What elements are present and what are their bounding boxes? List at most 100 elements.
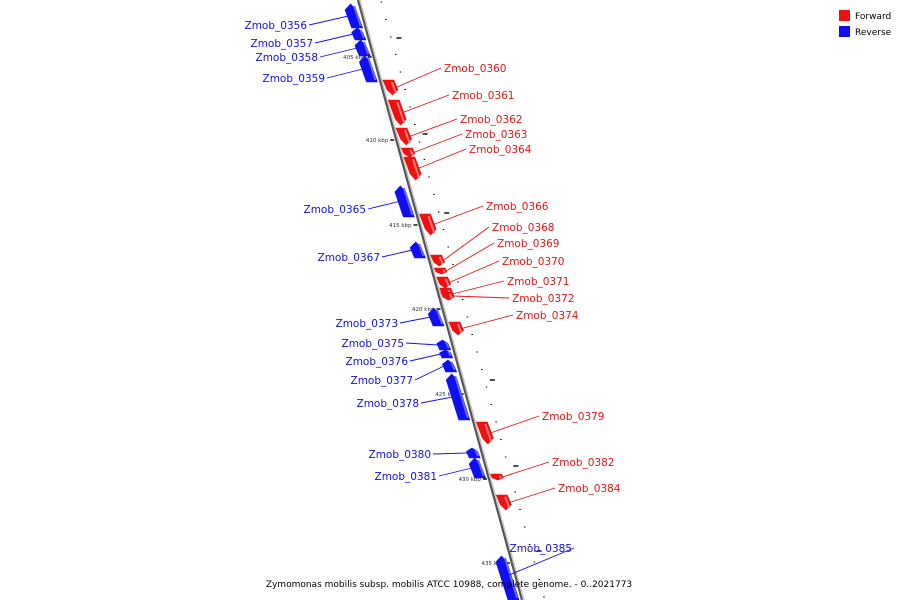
gene-leader-line xyxy=(442,226,490,261)
gene-leader-line xyxy=(414,365,445,381)
gene-leader-line xyxy=(449,260,500,283)
gene-label-zmob_0362[interactable]: Zmob_0362 xyxy=(460,114,522,126)
gene-label-zmob_0378[interactable]: Zmob_0378 xyxy=(357,398,419,410)
gene-leader-line xyxy=(502,461,550,478)
gene-shade xyxy=(438,256,444,265)
gene-arrow-zmob_0375[interactable] xyxy=(436,339,452,351)
gene-label-zmob_0380[interactable]: Zmob_0380 xyxy=(369,449,431,461)
gene-label-zmob_0361[interactable]: Zmob_0361 xyxy=(452,90,514,102)
gene-shade xyxy=(390,81,397,94)
gene-label-zmob_0372[interactable]: Zmob_0372 xyxy=(512,293,574,305)
gene-leader-line xyxy=(452,295,510,299)
gene-arrow-zmob_0369[interactable] xyxy=(433,267,448,275)
gene-label-zmob_0375[interactable]: Zmob_0375 xyxy=(342,338,404,350)
gene-leader-line xyxy=(438,467,473,477)
gene-leader-line xyxy=(405,342,439,346)
gene-shade xyxy=(427,215,436,234)
gene-arrow-zmob_0357[interactable] xyxy=(351,27,367,41)
gene-leader-line xyxy=(402,94,450,113)
gene-label-zmob_0365[interactable]: Zmob_0365 xyxy=(304,204,366,216)
gene-shade xyxy=(504,557,518,599)
gene-label-zmob_0357[interactable]: Zmob_0357 xyxy=(251,38,313,50)
gene-shade xyxy=(457,323,463,334)
gene-label-zmob_0371[interactable]: Zmob_0371 xyxy=(507,276,569,288)
gene-label-zmob_0385[interactable]: Zmob_0385 xyxy=(510,543,572,555)
gene-shade xyxy=(447,351,452,357)
gene-label-zmob_0373[interactable]: Zmob_0373 xyxy=(336,318,398,330)
gene-arrow-zmob_0377[interactable] xyxy=(442,359,458,373)
gene-shade xyxy=(454,375,469,419)
gene-shade xyxy=(484,423,493,443)
gene-leader-line xyxy=(490,415,540,434)
gene-leader-line xyxy=(399,316,431,324)
gene-shade xyxy=(367,57,377,81)
gene-leader-line xyxy=(367,201,400,210)
gene-leader-line xyxy=(314,33,354,44)
genome-caption: Zymomonas mobilis subsp. mobilis ATCC 10… xyxy=(266,580,632,590)
legend-reverse-label: Reverse xyxy=(855,28,892,38)
gene-shade xyxy=(409,149,414,156)
gene-leader-line xyxy=(326,68,363,79)
gene-label-zmob_0359[interactable]: Zmob_0359 xyxy=(263,73,325,85)
gene-shade xyxy=(477,459,485,477)
gene-label-zmob_0358[interactable]: Zmob_0358 xyxy=(256,52,318,64)
scale-label: 420 kbp xyxy=(412,307,435,313)
scale-label: 430 kbp xyxy=(459,477,482,483)
gene-label-zmob_0366[interactable]: Zmob_0366 xyxy=(486,201,549,213)
gene-leader-line xyxy=(461,314,514,329)
legend-reverse-swatch xyxy=(839,26,850,37)
gene-arrow-zmob_0363[interactable] xyxy=(401,147,416,158)
gene-leader-line xyxy=(501,547,575,579)
gene-shade xyxy=(442,269,446,273)
gene-shade xyxy=(450,361,456,371)
gene-label-zmob_0367[interactable]: Zmob_0367 xyxy=(318,252,380,264)
gene-label-zmob_0384[interactable]: Zmob_0384 xyxy=(558,483,621,495)
gene-shade xyxy=(436,309,444,325)
gene-shade xyxy=(359,29,365,39)
gene-leader-line xyxy=(452,280,505,295)
legend: Forward Reverse xyxy=(839,10,892,38)
gene-leader-line xyxy=(509,487,556,503)
legend-forward-label: Forward xyxy=(855,12,891,22)
gene-label-zmob_0363[interactable]: Zmob_0363 xyxy=(465,129,527,141)
gene-label-zmob_0370[interactable]: Zmob_0370 xyxy=(502,256,564,268)
gene-arrow-zmob_0368[interactable] xyxy=(430,254,446,267)
gene-shade xyxy=(498,475,502,479)
gene-leader-line xyxy=(409,118,458,137)
gene-label-zmob_0360[interactable]: Zmob_0360 xyxy=(444,63,506,75)
gene-label-zmob_0376[interactable]: Zmob_0376 xyxy=(346,356,409,368)
gene-leader-line xyxy=(433,205,484,225)
scale-label: 405 kbp xyxy=(343,55,366,61)
gene-shade xyxy=(445,341,450,349)
scale-label: 410 kbp xyxy=(366,138,389,144)
gene-shade xyxy=(418,243,425,257)
gene-label-zmob_0382[interactable]: Zmob_0382 xyxy=(552,457,614,469)
gene-arrow-zmob_0370[interactable] xyxy=(436,276,452,289)
gene-arrow-zmob_0380[interactable] xyxy=(466,447,481,459)
gene-label-zmob_0368[interactable]: Zmob_0368 xyxy=(492,222,554,234)
gene-label-zmob_0374[interactable]: Zmob_0374 xyxy=(516,310,579,322)
gene-label-zmob_0377[interactable]: Zmob_0377 xyxy=(351,375,413,387)
gene-label-zmob_0356[interactable]: Zmob_0356 xyxy=(245,20,308,32)
gene-arrow-zmob_0382[interactable] xyxy=(490,473,504,481)
gene-shade xyxy=(448,293,453,299)
genome-backbone xyxy=(356,0,524,600)
gene-leader-line xyxy=(417,148,467,169)
gene-shade xyxy=(396,101,406,124)
gene-shade xyxy=(444,278,450,287)
scale-label: 425 kbp xyxy=(435,392,458,398)
gene-leader-line xyxy=(409,353,441,362)
gene-shade xyxy=(404,129,411,144)
gene-label-zmob_0364[interactable]: Zmob_0364 xyxy=(469,144,532,156)
gene-labels: Zmob_0356 Zmob_0357 Zmob_0358 Zmob_0359 Zmob… xyxy=(245,15,621,579)
gene-label-zmob_0381[interactable]: Zmob_0381 xyxy=(375,471,437,483)
gene-leader-line xyxy=(381,249,413,258)
gene-leader-line xyxy=(413,133,463,153)
gene-shade xyxy=(402,187,414,216)
gene-shade xyxy=(474,449,480,457)
gene-features xyxy=(344,3,520,600)
gene-label-zmob_0379[interactable]: Zmob_0379 xyxy=(542,411,604,423)
gene-leader-line xyxy=(420,396,453,404)
gene-label-zmob_0369[interactable]: Zmob_0369 xyxy=(497,238,559,250)
